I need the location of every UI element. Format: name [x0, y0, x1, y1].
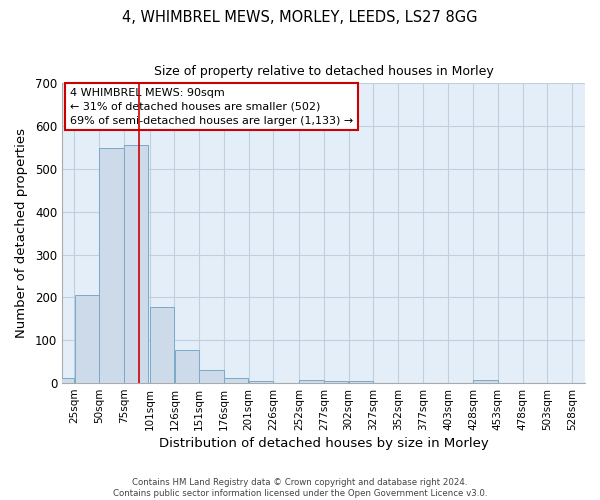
Text: 4, WHIMBREL MEWS, MORLEY, LEEDS, LS27 8GG: 4, WHIMBREL MEWS, MORLEY, LEEDS, LS27 8G…	[122, 10, 478, 25]
Bar	[74, 296, 99, 383]
Bar	[100, 148, 124, 383]
Bar	[175, 350, 199, 383]
Bar	[124, 144, 148, 383]
Title: Size of property relative to detached houses in Morley: Size of property relative to detached ho…	[154, 65, 493, 78]
Bar	[473, 380, 497, 383]
Y-axis label: Number of detached properties: Number of detached properties	[15, 128, 28, 338]
Bar	[249, 380, 273, 383]
Bar	[150, 307, 174, 383]
Text: Contains HM Land Registry data © Crown copyright and database right 2024.
Contai: Contains HM Land Registry data © Crown c…	[113, 478, 487, 498]
Bar	[50, 378, 74, 383]
Bar	[299, 380, 323, 383]
Bar	[349, 381, 373, 383]
X-axis label: Distribution of detached houses by size in Morley: Distribution of detached houses by size …	[158, 437, 488, 450]
Bar	[199, 370, 224, 383]
Bar	[224, 378, 248, 383]
Bar	[324, 380, 348, 383]
Text: 4 WHIMBREL MEWS: 90sqm
← 31% of detached houses are smaller (502)
69% of semi-de: 4 WHIMBREL MEWS: 90sqm ← 31% of detached…	[70, 88, 353, 126]
